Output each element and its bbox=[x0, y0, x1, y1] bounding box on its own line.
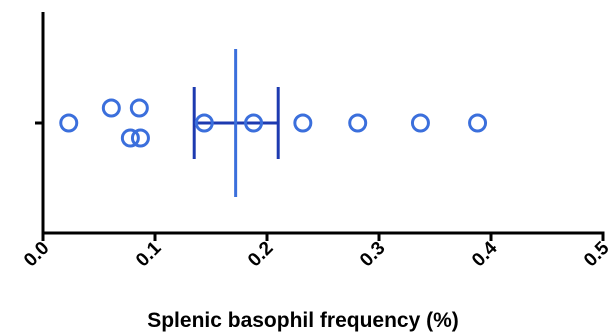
data-point bbox=[194, 113, 214, 133]
x-axis-ticks: 0.0 0.1 0.2 0.3 0.4 0.5 bbox=[20, 233, 611, 271]
x-tick-label: 0.1 bbox=[132, 237, 166, 271]
data-point bbox=[101, 98, 121, 118]
data-point bbox=[348, 113, 368, 133]
data-point bbox=[130, 128, 150, 148]
data-points bbox=[59, 98, 488, 148]
x-tick-label: 0.2 bbox=[244, 238, 278, 272]
data-point bbox=[244, 113, 264, 133]
axes: 0.0 0.1 0.2 0.3 0.4 0.5 bbox=[20, 12, 611, 271]
x-tick-label: 0.0 bbox=[20, 238, 54, 272]
x-tick-label: 0.4 bbox=[468, 237, 502, 271]
data-point bbox=[293, 113, 313, 133]
x-axis-title: Splenic basophil frequency (%) bbox=[147, 309, 459, 332]
data-point bbox=[410, 113, 430, 133]
x-tick-label: 0.5 bbox=[580, 237, 611, 271]
data-point bbox=[59, 113, 79, 133]
error-bars bbox=[192, 49, 280, 197]
data-point bbox=[468, 113, 488, 133]
data-point bbox=[120, 128, 140, 148]
data-point bbox=[129, 98, 149, 118]
x-tick-label: 0.3 bbox=[356, 238, 390, 272]
